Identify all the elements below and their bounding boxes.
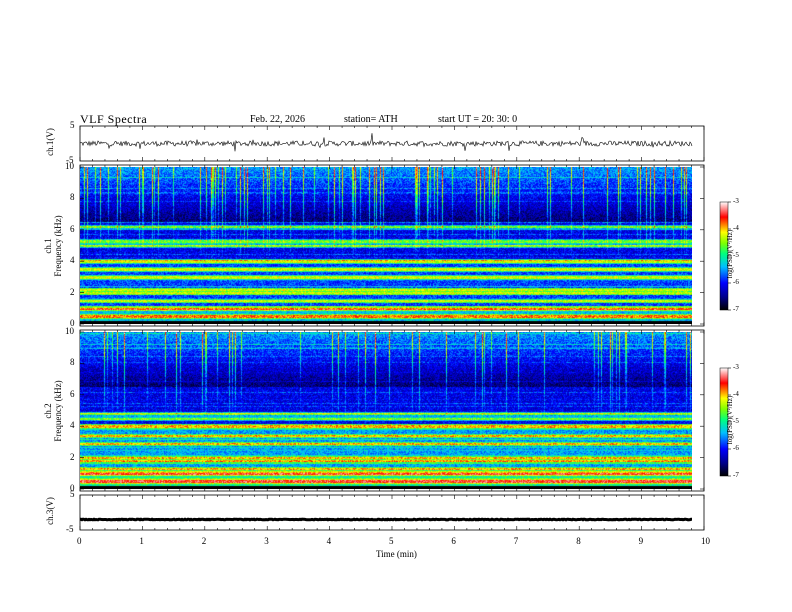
ch2-y-tick-label: 2 <box>70 451 75 462</box>
ch2-colorbar-tick-label: -5 <box>733 417 739 425</box>
ch2-colorbar-tick-label: -3 <box>733 363 739 371</box>
x-tick-label: 3 <box>264 536 269 546</box>
ch3-waveform-line <box>80 517 692 522</box>
start-ut-label: start UT = 20: 30: 0 <box>438 114 518 125</box>
ch2-y-tick-label: 8 <box>70 357 75 368</box>
ch1-y-tick-label: 6 <box>70 223 75 234</box>
ch2-y-tick-label: 4 <box>70 420 75 431</box>
ch3-waveform-panel <box>79 494 705 531</box>
x-tick-label: 6 <box>451 536 456 546</box>
x-tick-label: 5 <box>389 536 394 546</box>
ch1-y-tick-label: 10 <box>65 161 74 171</box>
ch1-colorbar-tick-label: -6 <box>733 278 739 286</box>
ch1-freq-ylabel-line1: ch.1 <box>43 238 53 254</box>
ch2-freq-ylabel-line2: Frequency (kHz) <box>53 380 63 442</box>
ch1-y-tick-label: 8 <box>70 192 75 203</box>
ch3-wave-y-tick-label: -5 <box>66 524 74 534</box>
ch1-colorbar-tick-label: -7 <box>733 305 739 313</box>
x-tick-label: 2 <box>201 536 207 546</box>
ch1-ylabel: ch.1(V) <box>45 128 55 156</box>
ch2-colorbar-tick-label: -7 <box>733 471 739 479</box>
x-tick-label: 7 <box>513 536 519 546</box>
x-tick-label: 8 <box>576 536 581 546</box>
ch1-spectrogram-panel <box>79 164 705 327</box>
x-axis-label: Time (min) <box>376 549 417 559</box>
ch2-y-tick-label: 6 <box>70 388 75 399</box>
ch1-waveform-panel <box>79 125 705 162</box>
x-tick-label: 10 <box>701 536 710 546</box>
ch1-y-tick-label: 2 <box>70 286 75 297</box>
ch2-colorbar-tick-label: -6 <box>733 444 739 452</box>
ch1-colorbar-tick-label: -5 <box>733 251 739 259</box>
ch2-freq-ylabel: ch.2 Frequency (kHz) <box>43 366 63 456</box>
ch1-wave-y-tick-label: -5 <box>66 155 74 165</box>
ch2-spectrogram-image <box>80 332 692 489</box>
x-tick-label: 1 <box>139 536 144 546</box>
date-label: Feb. 22, 2026 <box>250 114 305 125</box>
ch3-wave-y-tick-label: 5 <box>70 489 75 499</box>
ch2-y-tick-label: 0 <box>70 483 75 493</box>
ch1-freq-ylabel-line2: Frequency (kHz) <box>53 215 63 277</box>
ch3-ylabel: ch.3(V) <box>45 497 55 525</box>
ch1-spectrogram-image <box>80 167 692 324</box>
axis-ticks <box>79 126 731 530</box>
ch1-colorbar-tick-label: -3 <box>733 197 739 205</box>
ch1-y-tick-label: 4 <box>70 255 75 266</box>
x-tick-label: 4 <box>326 536 332 546</box>
ch1-wave-y-tick-label: 5 <box>70 120 75 130</box>
ch2-freq-ylabel-line1: ch.2 <box>43 403 53 419</box>
ch1-colorbar-tick-label: -4 <box>733 224 739 232</box>
ch2-y-tick-label: 10 <box>65 326 74 336</box>
x-tick-label: 0 <box>77 536 82 546</box>
ch1-freq-ylabel: ch.1 Frequency (kHz) <box>43 201 63 291</box>
ch2-spectrogram-panel <box>79 329 705 492</box>
ch2-colorbar-tick-label: -4 <box>733 390 739 398</box>
station-label: station= ATH <box>344 114 398 125</box>
ch1-waveform-line <box>79 133 693 152</box>
chart-title: VLF Spectra <box>80 112 148 126</box>
x-tick-label: 9 <box>638 536 644 546</box>
ch1-y-tick-label: 0 <box>70 318 75 328</box>
